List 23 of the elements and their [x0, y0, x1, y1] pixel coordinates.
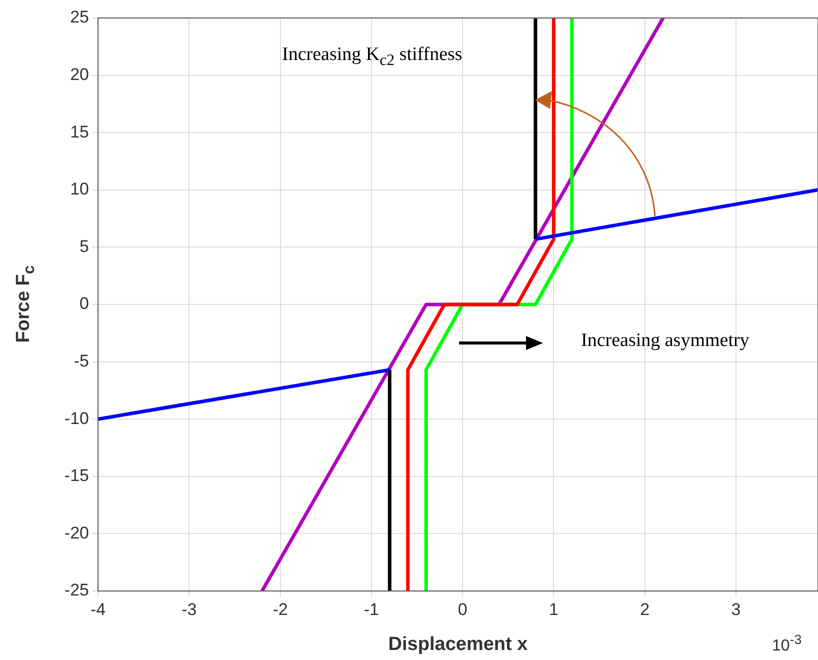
y-tick-label: 15	[70, 122, 89, 142]
y-tick-label: 10	[70, 180, 89, 199]
x-axis-title: Displacement x	[388, 634, 528, 655]
x-tick-label: 0	[458, 600, 468, 619]
text: 10$^{-3}$	[772, 632, 802, 656]
x-tick-label: -1	[364, 600, 379, 619]
y-tick-label: -10	[64, 408, 89, 428]
y-tick-label: 0	[80, 294, 89, 314]
x-tick-label: -3	[182, 600, 197, 619]
annotation: Increasing K$_{c2}$ stiffness	[282, 44, 462, 70]
y-tick-label: 20	[70, 64, 89, 84]
y-tick-label: -25	[64, 580, 89, 600]
y-tick-label: -20	[64, 523, 89, 542]
y-tick-label: -5	[74, 351, 89, 370]
y-tick-label: 25	[70, 8, 89, 27]
y-tick-label: -15	[64, 466, 89, 486]
x-tick-label: 1	[548, 600, 558, 619]
y-tick-label: 5	[80, 236, 89, 256]
x-tick-label: 3	[731, 600, 741, 619]
annotation: Increasing asymmetry	[581, 330, 750, 352]
x-tick-label: -4	[90, 600, 106, 619]
x-tick-label: -2	[272, 600, 288, 619]
x-tick-label: 2	[640, 600, 650, 619]
